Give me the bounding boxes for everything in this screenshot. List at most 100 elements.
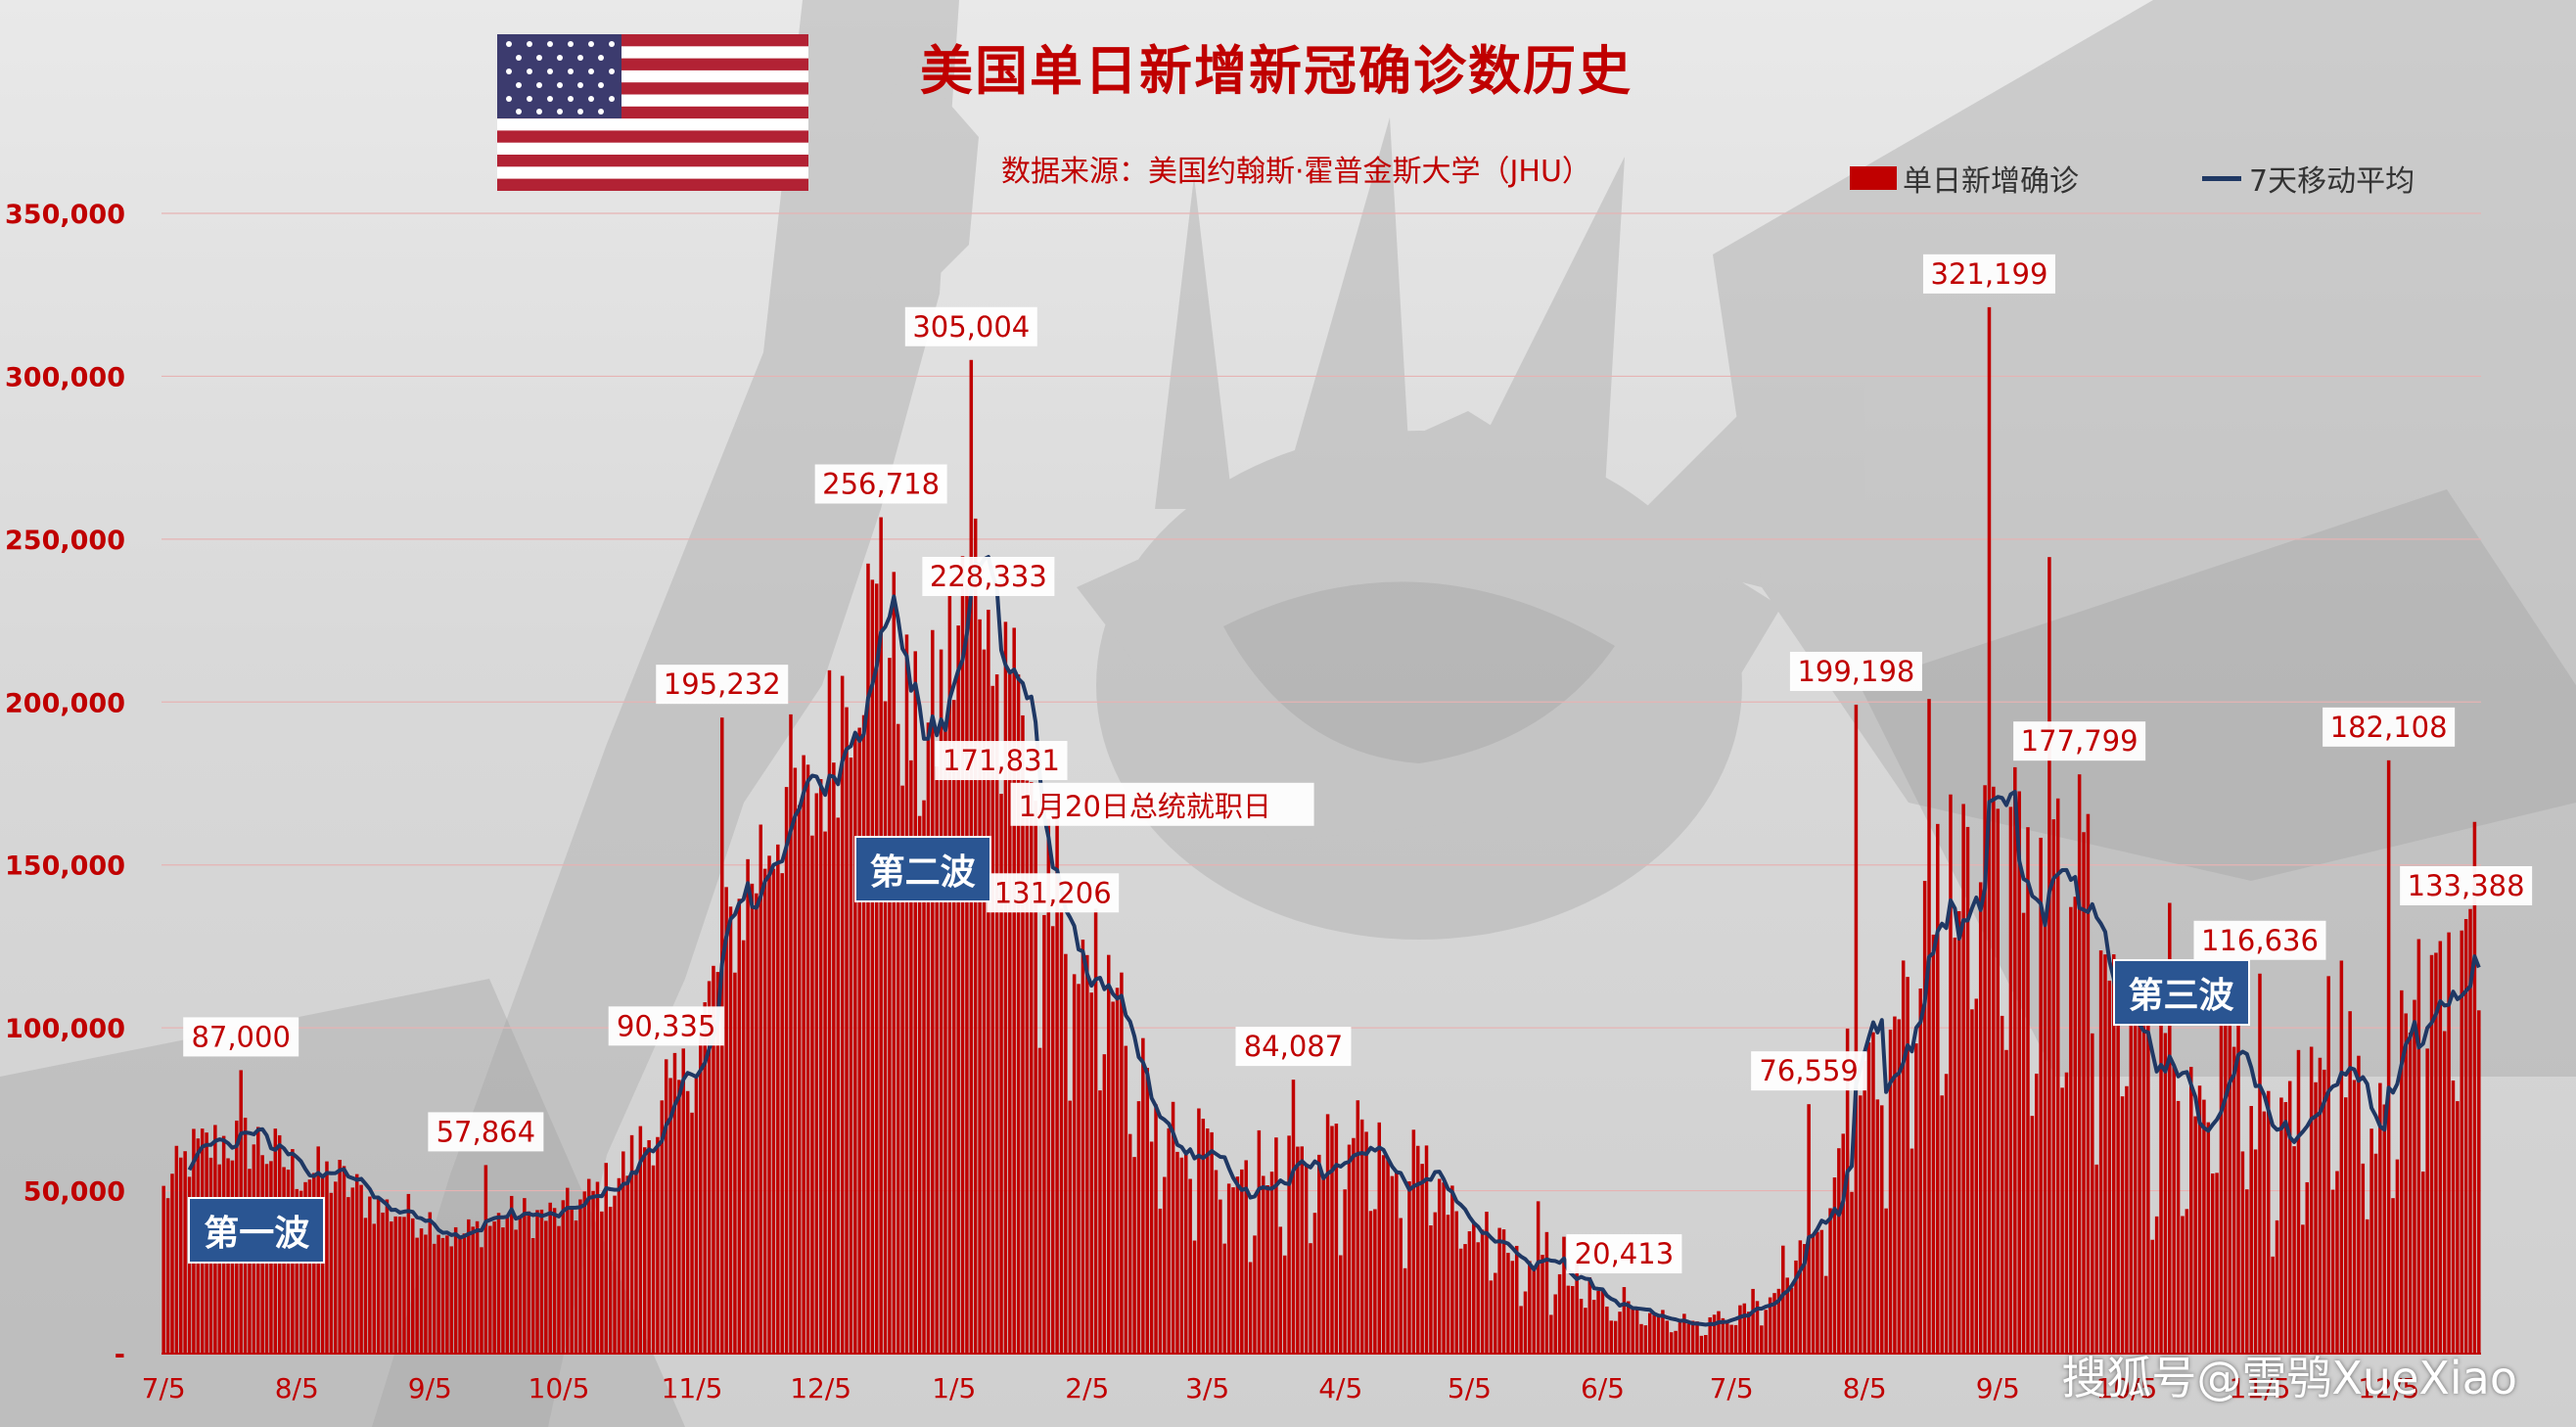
bar <box>1996 808 2001 1354</box>
bar <box>1927 699 1931 1354</box>
bar <box>1424 1145 1429 1354</box>
bar <box>424 1234 428 1354</box>
bar <box>1584 1308 1587 1354</box>
data-label-box <box>922 556 1055 596</box>
data-label: 321,199 <box>1922 253 2055 294</box>
bar <box>1807 1104 1811 1354</box>
bar <box>1501 1229 1506 1354</box>
bar <box>1798 1240 1803 1354</box>
bar <box>1415 1145 1420 1354</box>
bar <box>514 1229 518 1354</box>
bar <box>1368 1211 1373 1354</box>
bar <box>604 1163 609 1354</box>
bar <box>1755 1301 1760 1354</box>
bar <box>672 1052 677 1354</box>
bar <box>1309 1243 1312 1354</box>
bar <box>1708 1316 1712 1354</box>
bar <box>586 1178 591 1354</box>
bar <box>539 1209 544 1354</box>
bar <box>836 817 841 1354</box>
bar <box>1115 988 1120 1354</box>
bar <box>978 619 982 1354</box>
bar <box>1909 1148 1914 1354</box>
data-label-box <box>1922 253 2055 294</box>
bar <box>1686 1323 1691 1354</box>
bar <box>690 1112 694 1354</box>
bar <box>1399 1218 1403 1354</box>
chart-title: 美国单日新增新冠确诊数历史 <box>920 40 1633 102</box>
bar <box>1738 1305 1742 1354</box>
bar <box>390 1220 393 1354</box>
bar <box>1235 1176 1240 1354</box>
bar <box>1390 1175 1395 1354</box>
bar <box>2258 973 2262 1354</box>
bar <box>372 1223 377 1354</box>
bar <box>1458 1248 1463 1354</box>
bar <box>487 1225 492 1354</box>
bar <box>1970 1009 1974 1354</box>
data-label-text: 321,199 <box>1931 257 2048 291</box>
bar <box>595 1181 600 1354</box>
bar <box>402 1217 406 1354</box>
bar <box>733 972 737 1354</box>
data-label-box <box>1235 1027 1352 1067</box>
bar <box>1016 674 1021 1354</box>
bar <box>363 1218 368 1354</box>
bar <box>960 556 965 1354</box>
data-label: 199,198 <box>1789 651 1922 691</box>
data-label-box <box>2193 920 2326 960</box>
bar <box>715 972 720 1354</box>
bar <box>2429 954 2434 1354</box>
bar <box>501 1227 505 1354</box>
bar <box>759 824 763 1354</box>
bar <box>2051 819 2056 1354</box>
bar <box>170 1174 174 1354</box>
y-tick-label: 300,000 <box>5 362 125 392</box>
bar <box>1480 1229 1485 1354</box>
bar <box>1665 1320 1670 1354</box>
x-tick-label: 6/5 <box>1581 1372 1625 1404</box>
bar <box>1175 1151 1179 1354</box>
y-tick-label: 150,000 <box>5 852 125 882</box>
bar <box>1205 1128 1210 1354</box>
bar <box>931 629 935 1354</box>
bar <box>1922 880 1927 1354</box>
bar <box>642 1147 647 1354</box>
bar <box>638 1126 643 1354</box>
wave-label: 第一波 <box>188 1197 326 1265</box>
bar <box>805 764 810 1354</box>
bar <box>458 1237 462 1354</box>
bar <box>965 584 969 1354</box>
bar <box>1510 1261 1515 1354</box>
bar <box>2197 1085 2202 1354</box>
bar <box>888 658 892 1354</box>
bar <box>703 1002 707 1354</box>
bar <box>2262 1111 2267 1354</box>
bar <box>2249 1106 2253 1354</box>
bar <box>1634 1309 1639 1354</box>
bar <box>668 1078 672 1354</box>
bar <box>1111 1001 1115 1354</box>
bar <box>1575 1262 1579 1354</box>
bar <box>1373 1209 1377 1354</box>
data-label-text: 87,000 <box>191 1020 290 1053</box>
bar <box>917 815 922 1354</box>
bar <box>1879 1105 1884 1354</box>
bar <box>2240 1151 2245 1354</box>
bar <box>685 1090 690 1354</box>
bar <box>656 1136 660 1354</box>
bar <box>1897 1019 1902 1354</box>
bar <box>943 725 947 1354</box>
legend-item-daily: 单日新增确诊 <box>1850 157 2079 200</box>
bar <box>1068 1100 1073 1354</box>
bar <box>2404 1013 2408 1354</box>
bar <box>1386 1159 1390 1354</box>
bar <box>1549 1314 1553 1354</box>
bar <box>483 1165 488 1354</box>
bar <box>1528 1261 1532 1354</box>
bar <box>1012 627 1016 1354</box>
data-label-box <box>935 741 1068 781</box>
bar <box>1214 1170 1219 1354</box>
bar <box>2146 1024 2150 1354</box>
x-tick-label: 10/5 <box>2095 1372 2157 1404</box>
